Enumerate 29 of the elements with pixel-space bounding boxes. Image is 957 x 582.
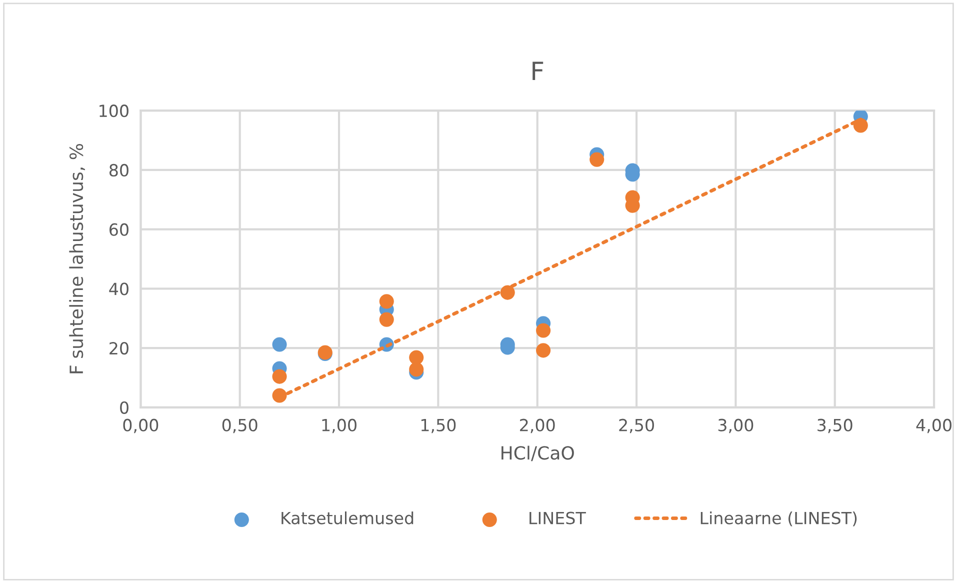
point bbox=[379, 312, 394, 327]
point bbox=[272, 369, 287, 384]
y-tick-label: 100 bbox=[100, 104, 128, 118]
x-tick-label: 0,50 bbox=[222, 418, 258, 434]
y-tick-label: 40 bbox=[109, 282, 128, 296]
point bbox=[590, 152, 604, 167]
x-tick-label: 2,00 bbox=[520, 418, 555, 434]
x-tick-label: 3,50 bbox=[818, 418, 852, 434]
legend-label: LINEST bbox=[530, 512, 586, 524]
point bbox=[536, 343, 551, 358]
chart-title: F bbox=[532, 62, 544, 80]
x-tick-label: 1,50 bbox=[421, 418, 456, 434]
x-tick-label: 0,00 bbox=[123, 418, 158, 434]
x-tick-label: 1,00 bbox=[322, 418, 356, 434]
point bbox=[379, 294, 394, 309]
point bbox=[409, 362, 424, 377]
y-tick-label: 60 bbox=[110, 223, 128, 236]
x-tick-label: 4,00 bbox=[916, 418, 952, 434]
y-tick-label: 0 bbox=[120, 401, 128, 414]
legend-label: Katsetulemused bbox=[282, 511, 414, 524]
y-axis-title: F suhteline lahustuvus, % bbox=[69, 144, 85, 374]
legend-label: Lineaarne (LINEST) bbox=[700, 511, 857, 526]
point bbox=[536, 323, 551, 338]
point bbox=[272, 337, 287, 352]
y-tick-label: 80 bbox=[109, 164, 128, 177]
x-tick-label: 2,50 bbox=[619, 418, 654, 434]
y-tick-label: 20 bbox=[110, 342, 128, 355]
x-tick-label: 3,00 bbox=[718, 418, 754, 434]
x-axis-title: HCl/CaO bbox=[502, 446, 574, 462]
